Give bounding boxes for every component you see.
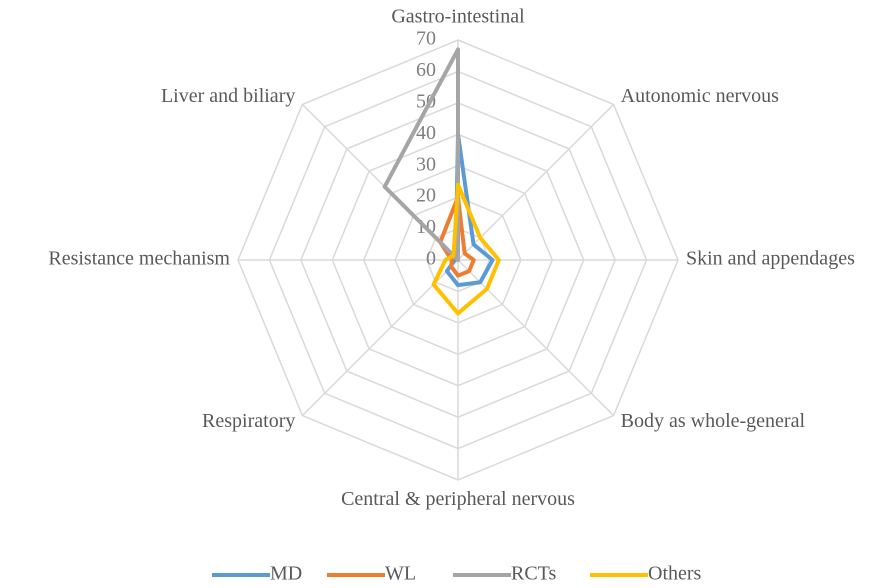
category-label: Resistance mechanism (48, 248, 230, 270)
category-label: Respiratory (202, 410, 295, 432)
category-label: Autonomic nervous (621, 85, 780, 107)
tick-label: 20 (416, 185, 436, 207)
legend-label: MD (270, 563, 302, 585)
tick-label: 40 (416, 122, 436, 144)
spoke (457, 259, 615, 417)
spoke (301, 259, 459, 417)
tick-label: 60 (416, 59, 436, 81)
tick-label: 0 (426, 248, 436, 270)
tick-label: 30 (416, 153, 436, 175)
series-line (382, 47, 460, 262)
category-label: Body as whole-general (621, 410, 806, 432)
category-label-box: Central & peripheral nervous (341, 488, 575, 510)
category-label: Skin and appendages (686, 248, 855, 270)
category-label: Gastro-intestinal (391, 6, 525, 28)
tick-label: 70 (416, 28, 436, 50)
category-label: Central & peripheral nervous (341, 488, 575, 510)
legend-label: WL (385, 563, 416, 585)
legend-label: RCTs (511, 563, 557, 585)
category-label: Liver and biliary (161, 85, 295, 107)
legend-label: Others (648, 563, 702, 585)
spoke (457, 103, 615, 261)
series-line (431, 182, 501, 316)
